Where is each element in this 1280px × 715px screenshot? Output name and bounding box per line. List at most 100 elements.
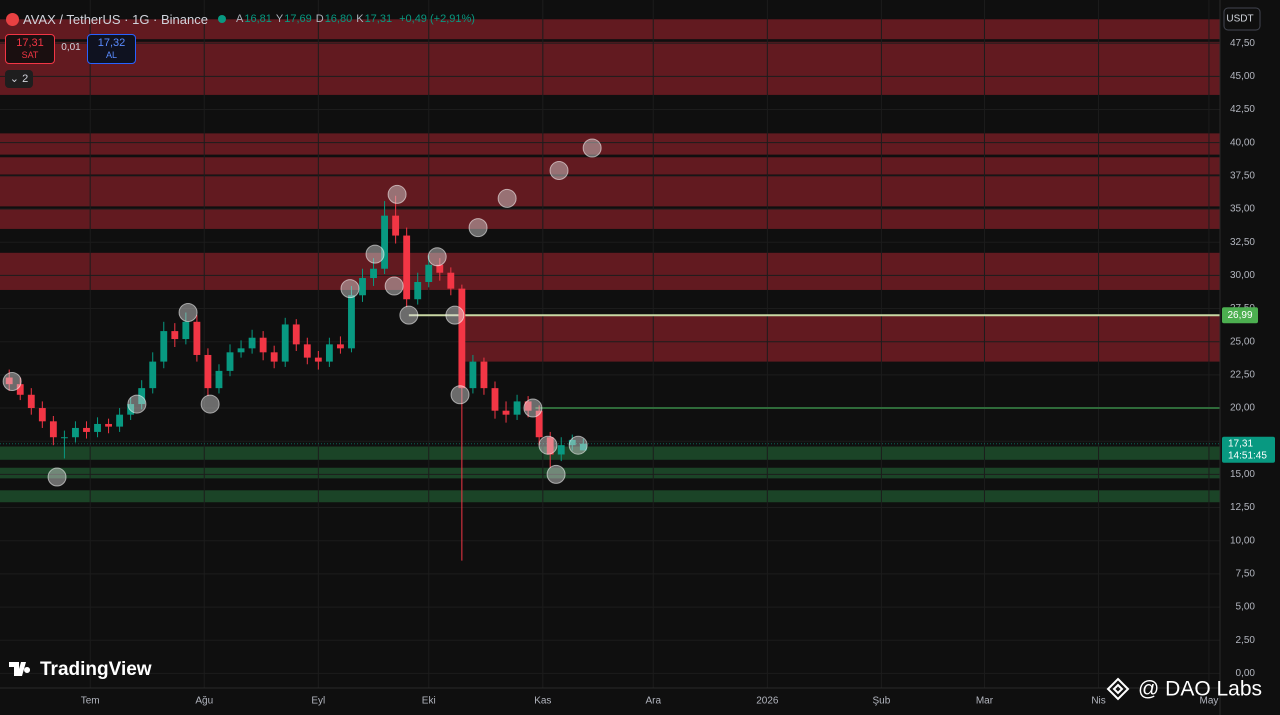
y-tick-label: 7,50 [1236,569,1256,580]
buy-price: 17,32 [97,37,126,49]
y-tick-label: 22,50 [1230,370,1255,381]
zone [0,19,1220,40]
marker [468,218,488,238]
zone [0,157,1220,175]
candle-body [546,437,554,455]
y-tick-label: 32,50 [1230,237,1255,248]
candle-body [513,401,521,415]
zone [0,467,1220,479]
x-tick-label: Nis [1091,696,1105,707]
levels-layer [0,314,1220,445]
candle-body [193,321,201,355]
zone [460,315,1220,362]
x-tick-label: Tem [81,696,100,707]
y-tick-label: 10,00 [1230,535,1255,546]
candle-body [127,404,135,415]
change: +0,49 (+2,91%) [399,13,475,25]
candle-body [314,357,322,362]
candle-body [502,410,510,415]
x-tick-label: Ara [645,696,661,707]
sell-label: SAT [21,50,39,60]
candle-body [348,295,355,349]
candle-body [182,321,190,340]
y-tick-label: 25,00 [1230,336,1255,347]
sell-price: 17,31 [16,37,44,49]
y-tick-label: 40,00 [1230,137,1255,148]
currency-button[interactable] [1223,7,1261,31]
candle-body [237,348,245,353]
chevron: ⌄ [9,73,23,85]
y-tick-label: 15,00 [1230,469,1255,480]
candle-body [336,344,344,349]
zone [0,446,1220,460]
candle-body [447,272,455,289]
candle-body [568,439,576,446]
marker [445,305,465,325]
ohlc-key: Y [275,13,284,25]
candle-body [116,414,124,427]
candle-body [83,427,90,432]
candle-body [259,337,267,353]
price-axis-panel [1220,0,1280,715]
watermark: TradingView [40,659,152,680]
marker [582,138,602,158]
candle-body [16,384,24,395]
sell-button[interactable]: 17,31 SAT [5,34,55,64]
candle-body [303,344,311,358]
ohlc-value: 16,80 [324,13,353,25]
symbol-icon [6,12,19,26]
marker [384,276,404,296]
candle-body [557,445,565,455]
marker [47,467,67,487]
candle-body [524,401,532,411]
last-price-label: 17,31 [1228,438,1253,449]
indicators-count: 2 [22,73,29,85]
countdown: 14:51:45 [1228,450,1267,461]
candle-body [425,264,433,282]
x-tick-label: Ağu [195,696,213,707]
y-tick-label: 2,50 [1236,635,1256,646]
marker [399,305,419,325]
buy-label: AL [105,50,117,60]
x-tick-label: May [1200,696,1219,707]
y-tick-label: 0,00 [1236,668,1256,679]
candle-body [105,423,112,427]
candle-body [480,361,488,389]
symbol-title: AVAX / TetherUS · 1G · Binance [23,11,208,27]
y-tick-label: 30,00 [1230,270,1255,281]
buy-button[interactable]: 17,32 AL [87,34,136,64]
candle-body [5,377,13,385]
zones-layer [0,19,1220,503]
axis-layer: 0,002,505,007,5010,0012,5015,0017,5020,0… [81,38,1275,707]
y-tick-label: 47,50 [1230,38,1255,49]
zone [0,252,1220,290]
candle-body [149,361,157,389]
ohlc-key: A [235,13,244,25]
x-tick-label: 2026 [756,696,779,707]
candle-body [94,423,101,432]
indicators-toggle[interactable]: ⌄ 2 [5,70,33,88]
candle-body [281,324,289,362]
currency: USDT [1226,14,1253,25]
candle-body [359,278,366,296]
tradingview-logo [9,662,31,676]
y-tick-label: 20,00 [1230,403,1255,414]
marker [450,385,470,405]
candle-body [458,288,466,389]
credit: @ DAO Labs [1138,678,1262,701]
x-tick-label: Eyl [311,696,325,707]
candle-body [381,215,389,269]
candle-body [325,344,333,362]
candle-body [49,421,57,438]
spread: 0,01 [61,42,81,53]
marker [340,279,360,299]
candle-body [392,215,400,236]
level-label: 26,99 [1227,310,1252,321]
markers-layer [2,138,602,487]
marker [178,303,198,323]
candle-body [270,352,278,362]
ohlc-key: D [315,13,324,25]
marker [549,161,569,181]
